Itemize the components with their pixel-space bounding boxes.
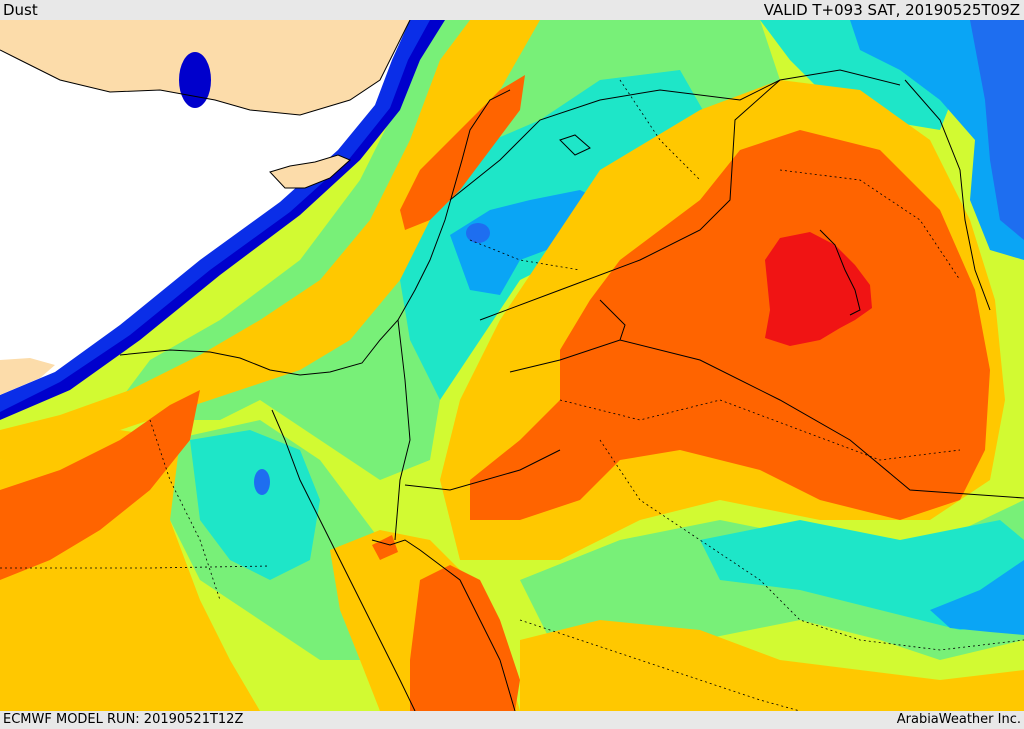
dust-level-9-levant <box>400 75 525 230</box>
dust-level-5-sinai <box>190 430 320 580</box>
dust-level-9-iraq-arabia <box>470 130 990 520</box>
model-run-label: ECMWF MODEL RUN: 20190521T12Z <box>3 712 244 727</box>
dust-level-8-south-arabia <box>520 620 1024 711</box>
credit-label: ArabiaWeather Inc. <box>896 712 1021 727</box>
footer-bar: ECMWF MODEL RUN: 20190521T12Z ArabiaWeat… <box>0 711 1024 729</box>
cyprus-island <box>270 155 350 188</box>
dust-level-10-maximum <box>765 232 872 346</box>
dust-level-3-northeast <box>970 20 1024 240</box>
coastlines <box>0 20 861 711</box>
map-title: Dust <box>3 1 38 19</box>
dust-level-3-sinai <box>254 469 270 495</box>
dust-level-5-southeast <box>700 520 1024 630</box>
dust-level-4-northeast <box>850 20 1024 260</box>
country-borders <box>394 69 1024 541</box>
valid-time-label: VALID T+093 SAT, 20190525T09Z <box>763 1 1020 19</box>
internal-boundaries <box>0 79 1024 711</box>
title-bar: Dust VALID T+093 SAT, 20190525T09Z <box>0 0 1024 20</box>
dust-level-9-red-sea <box>410 565 520 711</box>
dust-level-4-southeast <box>930 560 1024 635</box>
dust-map <box>0 20 1024 711</box>
dust-level-9-gulf-aqaba <box>372 535 398 560</box>
dust-level-9-egypt-west <box>0 390 200 580</box>
dust-level-8-coastal-band <box>0 20 540 460</box>
dust-level-3-levant <box>466 223 490 243</box>
dust-level-1-turkey-spot <box>179 52 211 108</box>
egypt-coast-landmass <box>0 358 55 395</box>
mediterranean-sea <box>0 20 410 395</box>
